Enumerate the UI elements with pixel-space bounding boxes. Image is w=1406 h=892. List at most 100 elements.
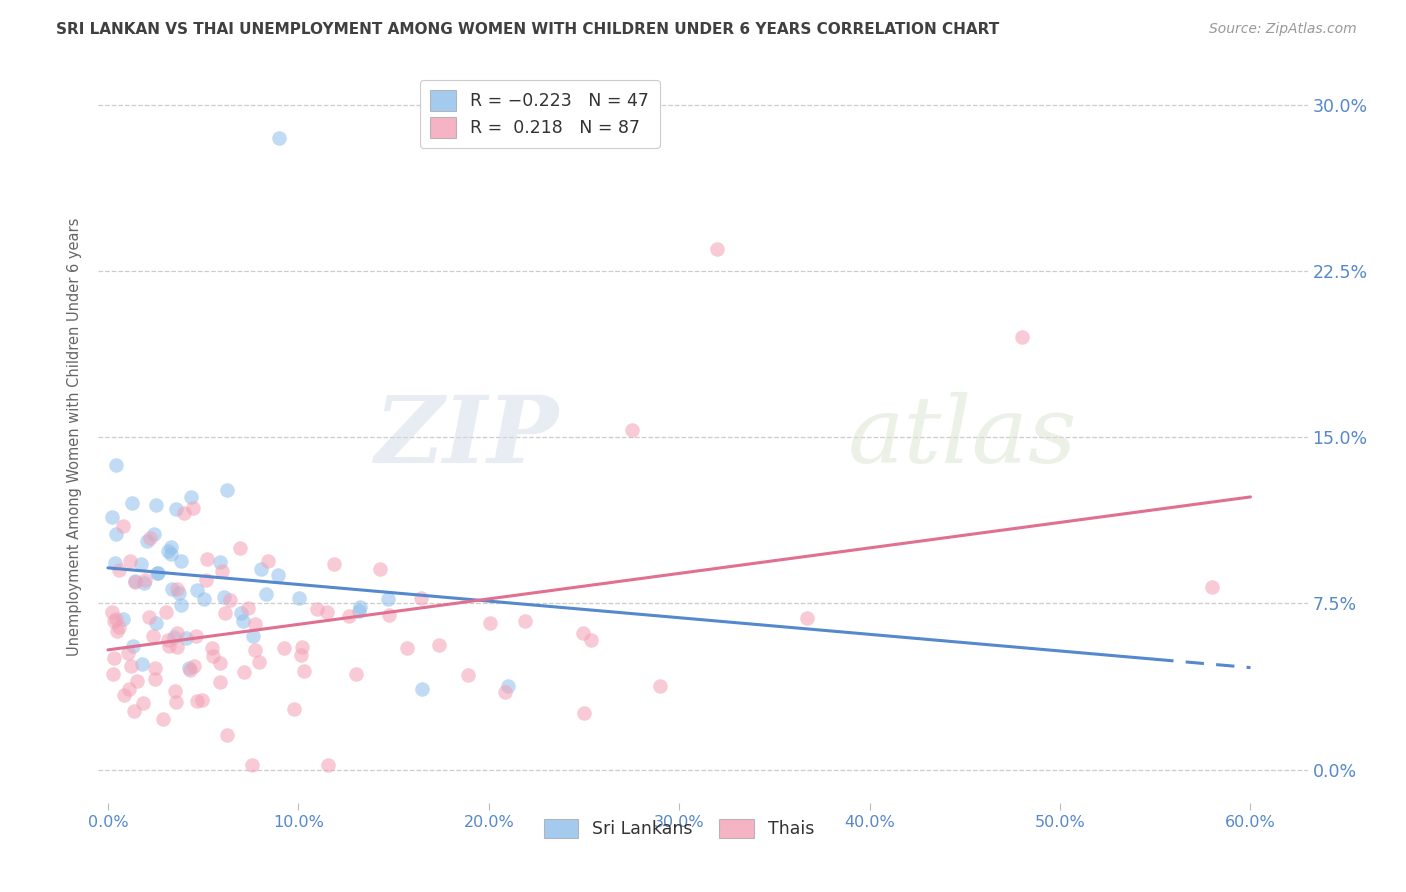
Point	[186, 629, 208, 643]
Point	[283, 702, 305, 716]
Point	[124, 575, 146, 590]
Point	[347, 604, 370, 618]
Point	[240, 758, 263, 772]
Point	[290, 648, 312, 662]
Point	[201, 641, 224, 656]
Point	[143, 673, 166, 687]
Point	[167, 586, 190, 600]
Text: ZIP: ZIP	[374, 392, 558, 482]
Point	[129, 557, 152, 571]
Point	[217, 729, 239, 743]
Point	[212, 591, 235, 605]
Point	[163, 684, 186, 698]
Point	[105, 624, 128, 639]
Point	[579, 632, 602, 647]
Point	[344, 666, 367, 681]
Point	[219, 593, 242, 607]
Point	[229, 541, 252, 556]
Point	[170, 554, 193, 568]
Point	[165, 695, 187, 709]
Point	[166, 582, 188, 596]
Point	[427, 638, 450, 652]
Point	[1011, 330, 1033, 344]
Point	[103, 650, 125, 665]
Point	[209, 656, 232, 670]
Point	[269, 131, 291, 145]
Point	[100, 606, 122, 620]
Point	[202, 648, 225, 663]
Point	[186, 583, 208, 598]
Point	[100, 509, 122, 524]
Point	[122, 639, 145, 653]
Point	[572, 626, 595, 640]
Point	[166, 640, 188, 654]
Text: Source: ZipAtlas.com: Source: ZipAtlas.com	[1209, 22, 1357, 37]
Point	[513, 615, 536, 629]
Point	[125, 674, 148, 689]
Point	[157, 544, 180, 558]
Point	[209, 555, 232, 569]
Point	[132, 697, 155, 711]
Point	[104, 612, 127, 626]
Point	[166, 626, 188, 640]
Point	[256, 587, 278, 601]
Point	[145, 566, 167, 580]
Point	[349, 600, 371, 615]
Point	[103, 614, 125, 628]
Point	[214, 606, 236, 620]
Point	[267, 567, 290, 582]
Point	[118, 554, 141, 568]
Point	[111, 612, 134, 626]
Text: atlas: atlas	[848, 392, 1077, 482]
Point	[162, 582, 184, 596]
Point	[143, 661, 166, 675]
Point	[1201, 580, 1223, 594]
Point	[287, 591, 309, 606]
Point	[496, 679, 519, 693]
Point	[323, 557, 346, 571]
Point	[195, 573, 218, 587]
Legend: Sri Lankans, Thais: Sri Lankans, Thais	[537, 812, 821, 846]
Point	[620, 424, 643, 438]
Point	[138, 610, 160, 624]
Point	[242, 629, 264, 643]
Point	[122, 704, 145, 718]
Point	[316, 605, 339, 619]
Point	[155, 605, 177, 619]
Point	[139, 531, 162, 545]
Point	[142, 629, 165, 643]
Point	[173, 506, 195, 520]
Point	[457, 667, 479, 681]
Point	[117, 646, 139, 660]
Point	[183, 500, 205, 515]
Point	[191, 693, 214, 707]
Point	[156, 632, 179, 647]
Point	[232, 614, 254, 628]
Point	[572, 706, 595, 720]
Point	[186, 694, 208, 708]
Point	[706, 242, 728, 256]
Point	[337, 609, 360, 624]
Point	[292, 665, 315, 679]
Point	[215, 483, 238, 497]
Point	[169, 598, 191, 612]
Point	[131, 657, 153, 671]
Point	[132, 576, 155, 591]
Point	[195, 551, 218, 566]
Point	[208, 674, 231, 689]
Point	[160, 540, 183, 554]
Point	[650, 679, 672, 693]
Point	[247, 655, 270, 669]
Point	[160, 548, 183, 562]
Point	[377, 591, 399, 606]
Y-axis label: Unemployment Among Women with Children Under 6 years: Unemployment Among Women with Children U…	[67, 218, 83, 657]
Point	[177, 661, 200, 675]
Point	[211, 564, 233, 578]
Point	[193, 592, 215, 607]
Point	[796, 611, 818, 625]
Text: SRI LANKAN VS THAI UNEMPLOYMENT AMONG WOMEN WITH CHILDREN UNDER 6 YEARS CORRELAT: SRI LANKAN VS THAI UNEMPLOYMENT AMONG WO…	[56, 22, 1000, 37]
Point	[411, 682, 433, 697]
Point	[145, 498, 167, 512]
Point	[101, 666, 124, 681]
Point	[108, 563, 131, 577]
